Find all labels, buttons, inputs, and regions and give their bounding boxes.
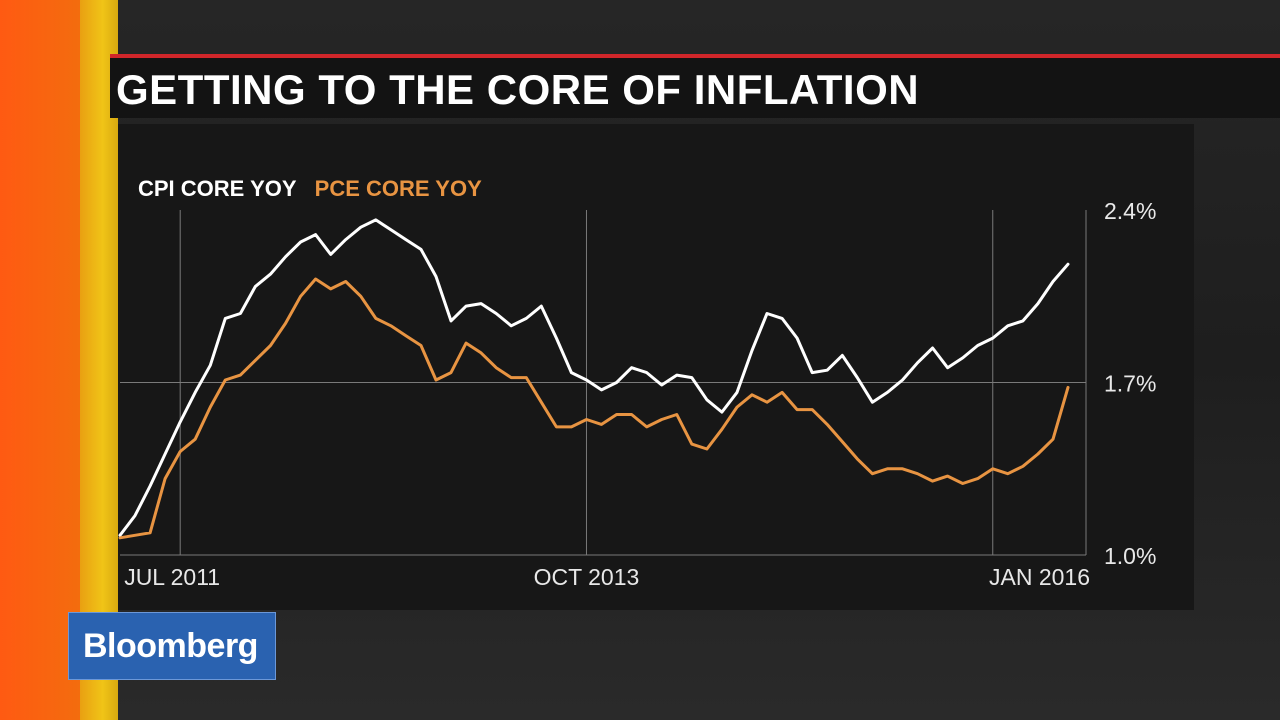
cpi-core-yoy-line	[118, 218, 1070, 537]
x-tick-label-2: JAN 2016	[989, 564, 1090, 590]
bloomberg-logo-text: Bloomberg	[83, 627, 258, 665]
background-yellow-band	[80, 0, 118, 720]
chart-panel	[118, 124, 1194, 610]
background-orange-band	[0, 0, 84, 720]
page-title: GETTING TO THE CORE OF INFLATION	[116, 66, 920, 113]
title-bar: GETTING TO THE CORE OF INFLATION	[110, 54, 1280, 118]
y-tick-label-1: 1.7%	[1104, 371, 1156, 397]
legend-cpi-core-yoy: CPI CORE YOY	[138, 176, 297, 201]
legend-pce-core-yoy: PCE CORE YOY	[314, 176, 482, 201]
chart-legend: CPI CORE YOY PCE CORE YOY	[138, 176, 482, 202]
y-tick-label-0: 2.4%	[1104, 198, 1156, 224]
x-tick-label-1: OCT 2013	[534, 564, 640, 590]
pce-core-yoy-line	[118, 277, 1070, 540]
y-tick-label-2: 1.0%	[1104, 543, 1156, 569]
x-tick-label-0: JUL 2011	[124, 564, 220, 590]
bloomberg-logo: Bloomberg	[68, 612, 276, 680]
